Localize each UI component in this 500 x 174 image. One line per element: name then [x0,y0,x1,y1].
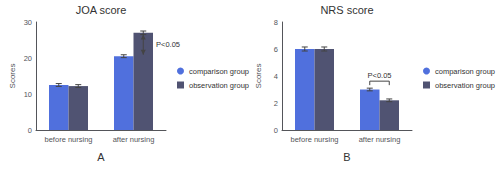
svg-text:JOA score: JOA score [76,4,127,16]
svg-text:before nursing: before nursing [291,135,339,144]
svg-text:0: 0 [274,126,278,135]
svg-text:Scores: Scores [254,64,263,89]
svg-text:observation group: observation group [435,81,495,90]
svg-text:6: 6 [274,45,278,54]
svg-text:0: 0 [28,126,32,135]
svg-text:20: 20 [24,54,32,63]
svg-text:observation group: observation group [189,81,249,90]
svg-text:NRS score: NRS score [320,4,373,16]
svg-text:10: 10 [24,90,32,99]
svg-text:B: B [343,151,350,163]
svg-text:after nursing: after nursing [359,135,401,144]
svg-text:comparison group: comparison group [189,67,249,76]
svg-text:8: 8 [274,18,278,27]
svg-text:before nursing: before nursing [45,135,93,144]
svg-text:P<0.05: P<0.05 [368,71,392,80]
svg-text:30: 30 [24,18,32,27]
svg-text:4: 4 [274,72,278,81]
svg-text:2: 2 [274,99,278,108]
svg-text:P<0.05: P<0.05 [156,40,180,49]
svg-text:A: A [97,151,105,163]
svg-text:comparison group: comparison group [435,67,495,76]
svg-text:after nursing: after nursing [113,135,155,144]
svg-text:Scores: Scores [8,64,17,89]
